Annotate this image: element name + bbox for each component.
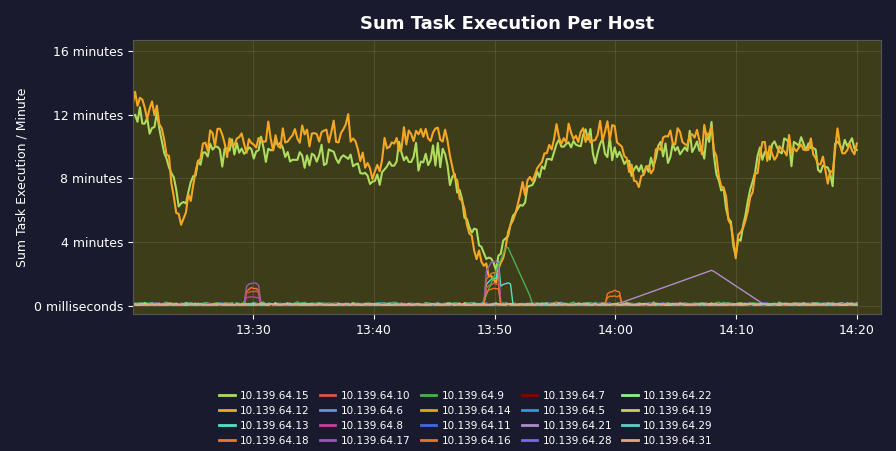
Legend: 10.139.64.15, 10.139.64.12, 10.139.64.13, 10.139.64.18, 10.139.64.10, 10.139.64.: 10.139.64.15, 10.139.64.12, 10.139.64.13…	[215, 387, 717, 450]
Title: Sum Task Execution Per Host: Sum Task Execution Per Host	[360, 15, 654, 33]
Y-axis label: Sum Task Execution / Minute: Sum Task Execution / Minute	[15, 87, 28, 267]
